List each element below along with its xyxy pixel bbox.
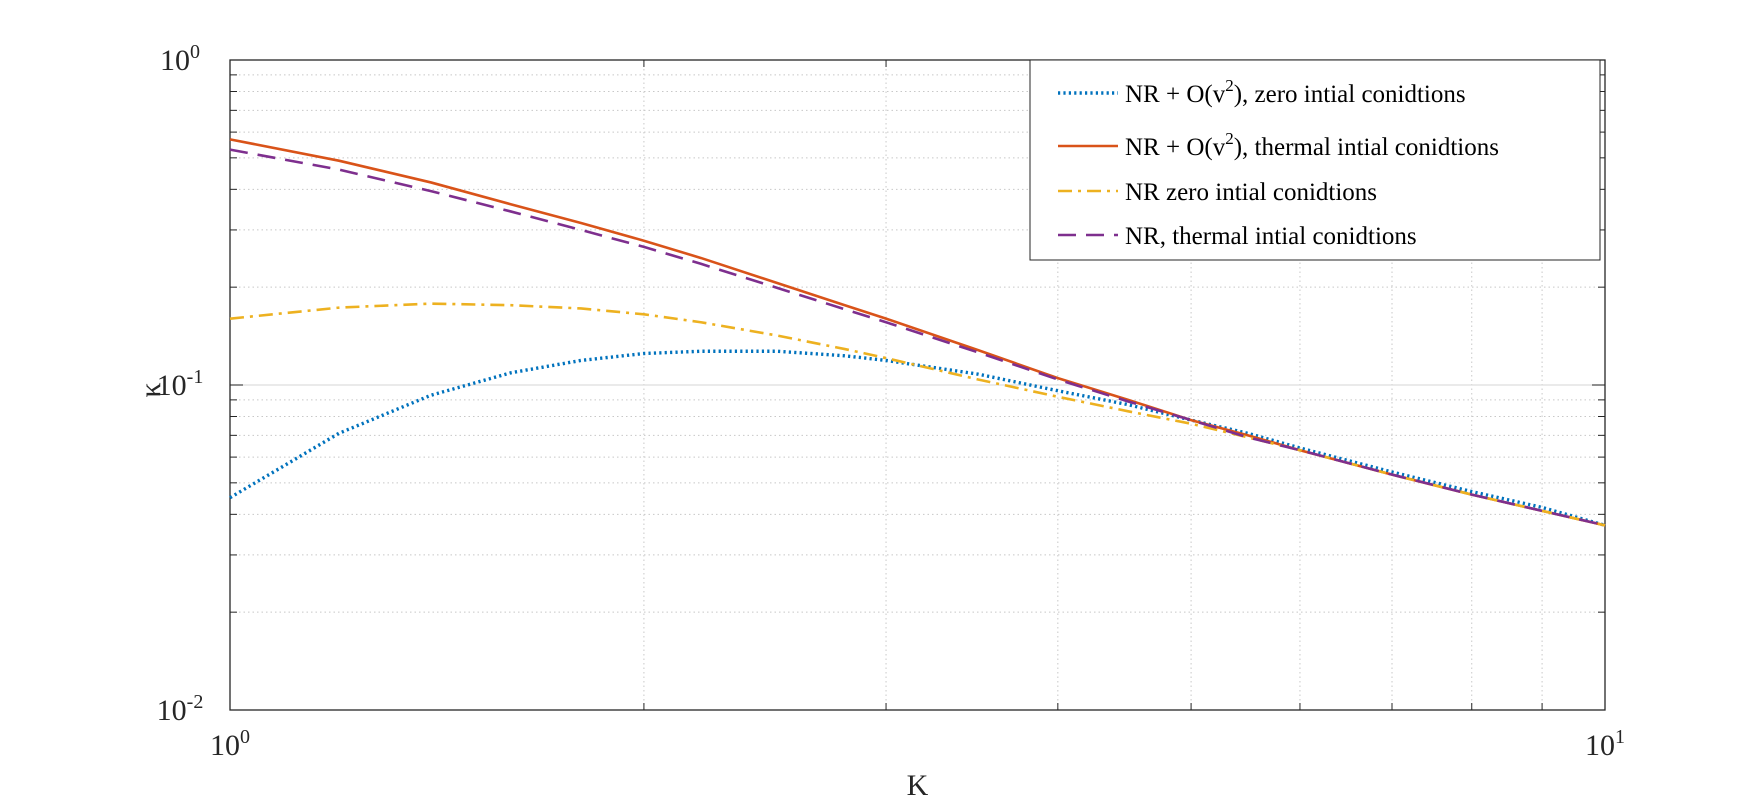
series-lines	[229, 138, 1606, 527]
legend: NR + O(v2), zero intial conidtions NR + O…	[1029, 59, 1601, 261]
y-axis-label: κ	[134, 382, 167, 397]
tick-labels: 100 101 10-2 10-1 100	[157, 41, 1625, 762]
series-line-1	[229, 349, 1606, 527]
x-tick-label: 100	[210, 726, 250, 762]
legend-box	[1029, 59, 1601, 261]
legend-label-1: NR + O(v2), zero intial conidtions	[1125, 76, 1466, 108]
series-line-4	[229, 148, 1606, 527]
legend-label-2: NR + O(v2), thermal intial conidtions	[1125, 129, 1499, 161]
y-tick-label: 10-2	[157, 691, 204, 727]
x-axis-label: K	[907, 769, 929, 802]
legend-label-3: NR zero intial conidtions	[1125, 179, 1377, 206]
x-tick-label: 101	[1585, 726, 1625, 762]
legend-label-4: NR, thermal intial conidtions	[1125, 223, 1417, 250]
y-tick-label: 10-1	[157, 366, 204, 402]
y-tick-label: 100	[160, 41, 200, 77]
